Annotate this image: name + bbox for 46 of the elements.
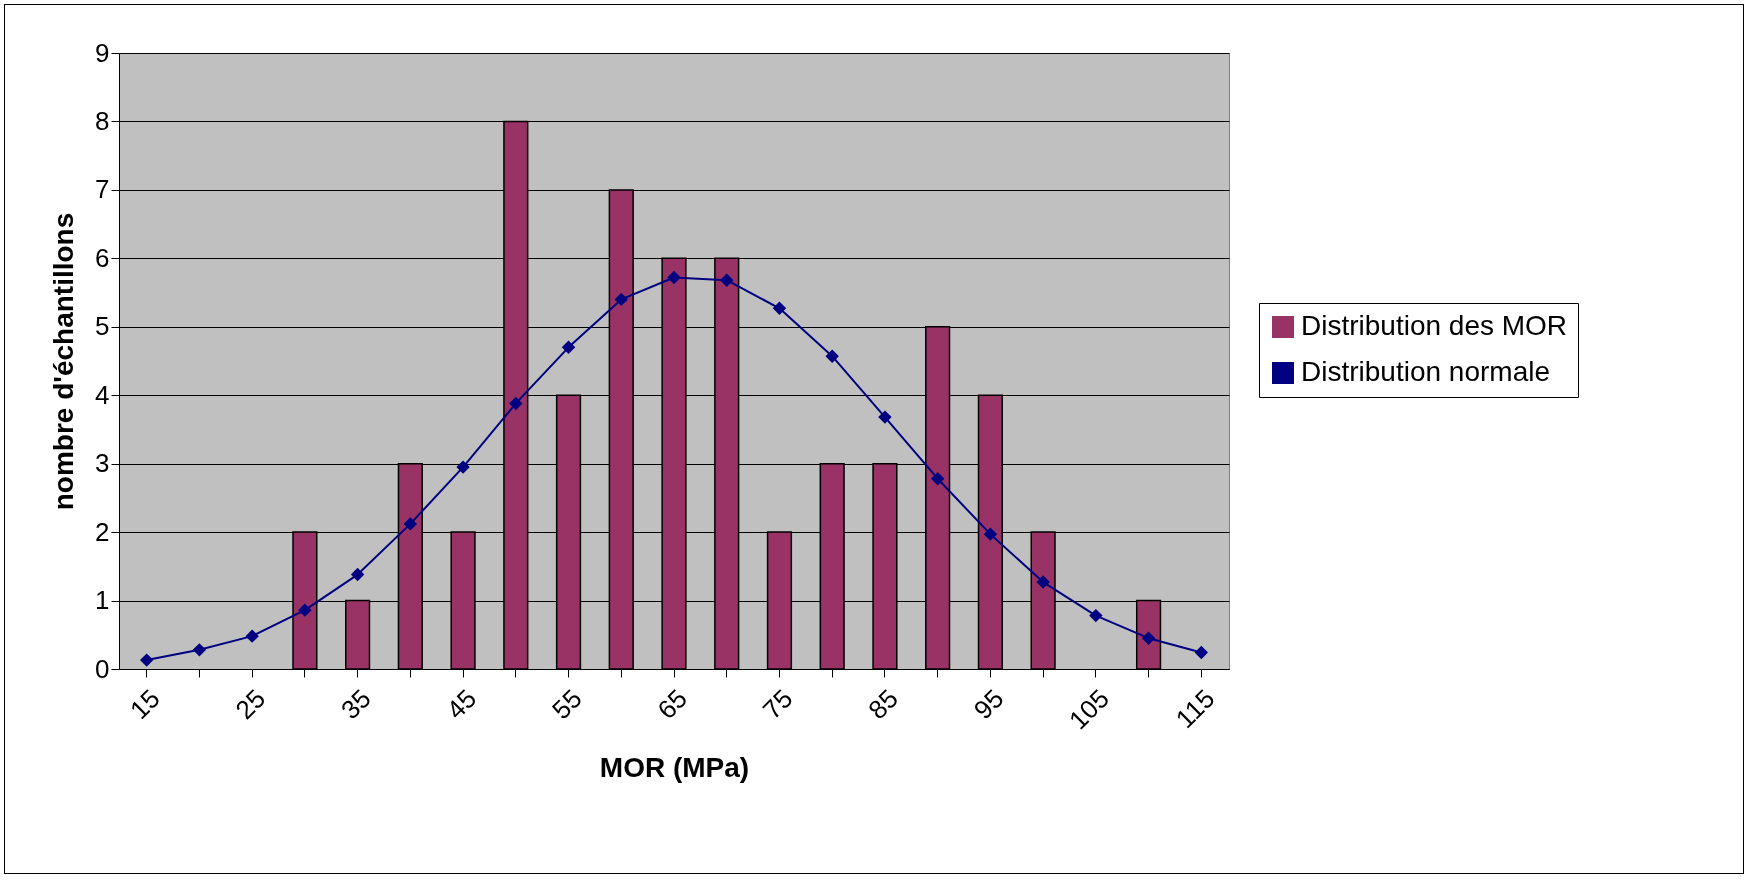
x-axis-title: MOR (MPa) [599, 751, 750, 783]
x-tick-label: 55 [545, 683, 588, 726]
y-tick-label: 9 [95, 37, 110, 68]
point [350, 567, 365, 582]
y-tick-label: 6 [95, 242, 110, 273]
point [930, 472, 945, 486]
x-tick-label: 25 [229, 683, 272, 726]
x-tick-label: 105 [1063, 683, 1115, 736]
x-tick-label: 45 [440, 683, 483, 726]
y-tick-label: 7 [95, 174, 110, 205]
point [1194, 645, 1209, 660]
y-tick-label: 8 [95, 105, 110, 136]
point [878, 410, 892, 424]
point [403, 517, 418, 531]
y-tick-label: 1 [95, 585, 110, 616]
y-tick-label: 4 [95, 379, 110, 410]
y-axis-title: nombre d'échantillons [48, 212, 80, 511]
point [1036, 575, 1050, 589]
y-tick-label: 2 [95, 516, 110, 547]
point [509, 396, 523, 411]
point [192, 643, 207, 657]
point [667, 270, 681, 285]
x-tick-label: 75 [756, 683, 799, 726]
point [983, 527, 998, 541]
y-tick-label: 3 [95, 448, 110, 479]
y-tick-label: 5 [95, 311, 110, 342]
x-tick-label: 35 [335, 683, 377, 726]
legend-label: Distribution des MOR [1301, 310, 1568, 341]
x-tick-label: 115 [1169, 683, 1221, 734]
point [298, 603, 312, 617]
x-tick-label: 65 [651, 683, 694, 726]
point [772, 301, 787, 316]
y-tick-label: 0 [95, 653, 110, 684]
legend-label: Distribution normale [1301, 356, 1550, 387]
x-tick-label: 95 [967, 683, 1010, 726]
point [614, 292, 628, 307]
point [561, 340, 576, 355]
point [1089, 608, 1103, 623]
point [825, 349, 839, 363]
point [1141, 631, 1156, 645]
x-tick-label: 15 [124, 683, 166, 726]
point [720, 273, 734, 287]
x-tick-label: 85 [862, 683, 905, 726]
point [245, 629, 259, 643]
point [139, 653, 154, 667]
point [456, 460, 470, 474]
